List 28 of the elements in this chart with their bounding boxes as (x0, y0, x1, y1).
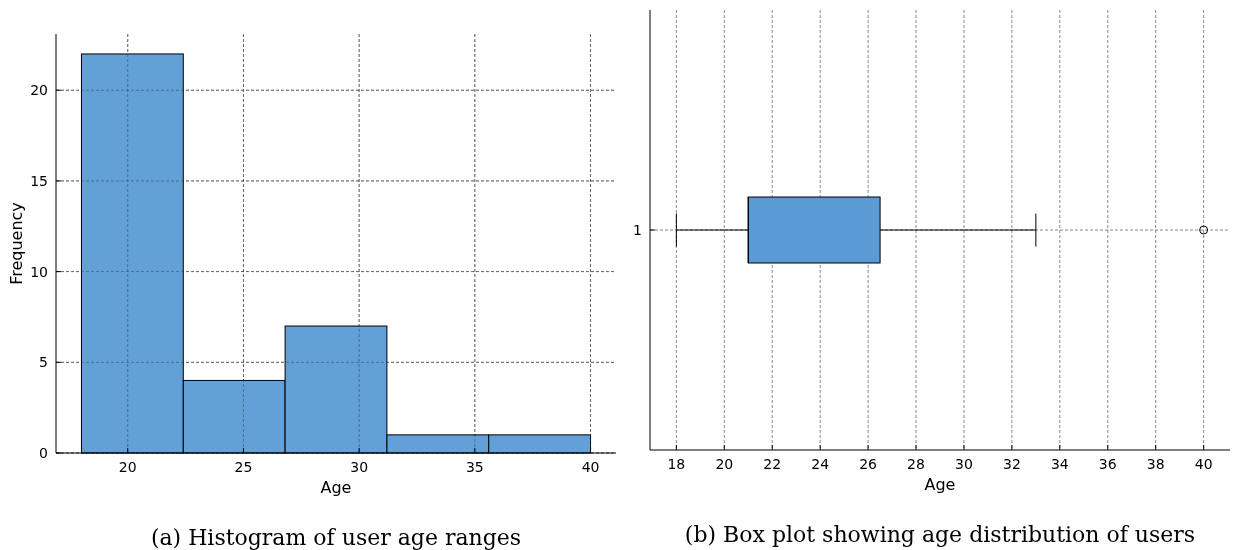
y-tick-label: 15 (30, 172, 48, 189)
x-tick-label: 35 (465, 459, 484, 475)
x-tick-label: 38 (1146, 456, 1165, 472)
text: (b) Box plot showing age distribution of users (684, 522, 1196, 547)
text: (a) Histogram of user age ranges (150, 525, 522, 550)
y-tick-label: 10 (30, 263, 48, 280)
x-tick-label: 28 (907, 456, 925, 472)
x-tick-label: 40 (1194, 456, 1213, 472)
y-axis-title: Frequency (7, 202, 26, 285)
y-tick-label: 5 (39, 354, 48, 371)
x-tick-label: 36 (1098, 456, 1117, 472)
x-tick-label: 30 (955, 456, 973, 472)
x-axis-title: Age (320, 478, 352, 497)
x-tick-label: 22 (763, 456, 782, 472)
x-tick-label: 18 (667, 456, 686, 472)
x-tick-label: 24 (811, 456, 830, 472)
x-tick-label: 32 (1002, 456, 1021, 472)
x-axis-title: Age (924, 475, 956, 494)
x-tick-label: 34 (1050, 456, 1069, 472)
x-tick-label: 20 (118, 459, 137, 475)
y-tick-label: 20 (30, 82, 48, 99)
y-tick-label: 0 (39, 445, 48, 461)
y-tick-label: 1 (633, 222, 642, 238)
x-tick-label: 26 (859, 456, 878, 472)
x-tick-label: 30 (350, 459, 369, 475)
x-tick-label: 40 (581, 459, 600, 475)
x-tick-label: 25 (234, 459, 253, 475)
x-tick-label: 20 (715, 456, 734, 472)
